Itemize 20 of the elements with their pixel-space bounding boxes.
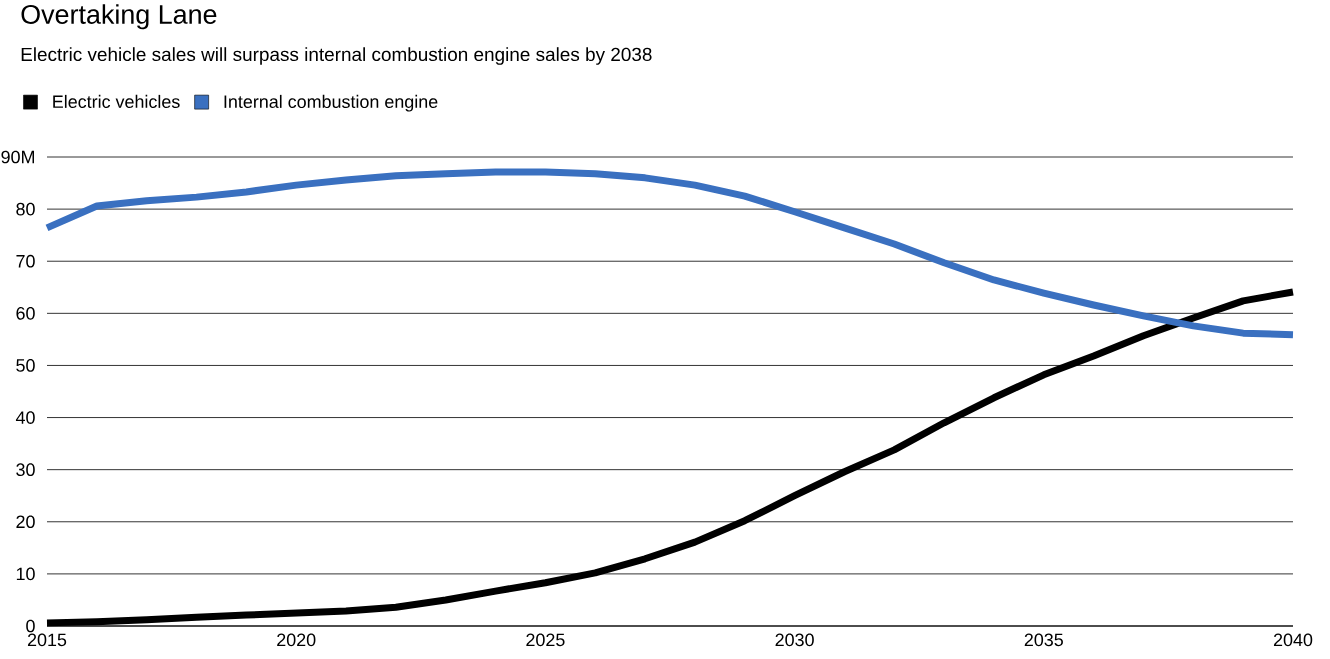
chart-title: Overtaking Lane	[21, 4, 217, 30]
y-tick-label: 10	[16, 567, 35, 581]
y-tick-label: 0	[26, 619, 35, 633]
x-tick-label: 2020	[277, 633, 316, 647]
y-tick-label: 70	[16, 254, 35, 268]
y-tick-label: 90M	[1, 150, 35, 164]
y-tick-label: 30	[16, 463, 35, 477]
legend-label: Internal combustion engine	[224, 94, 438, 112]
y-tick-label: 40	[15, 411, 35, 424]
y-tick-label: 80	[16, 202, 35, 216]
x-tick-label: 2030	[775, 633, 814, 647]
y-tick-label: 20	[16, 515, 35, 529]
x-tick-label: 2015	[27, 633, 67, 647]
y-tick-label: 60	[16, 306, 35, 320]
legend-label: Electric vehicles	[53, 94, 180, 109]
x-tick-label: 2035	[1024, 633, 1063, 647]
x-tick-label: 2025	[526, 633, 565, 647]
y-tick-label: 50	[16, 359, 35, 372]
x-tick-label: 2040	[1273, 633, 1313, 647]
chart-subtitle: Electric vehicle sales will surpass internal combustion engine sales by 2038	[21, 47, 652, 65]
